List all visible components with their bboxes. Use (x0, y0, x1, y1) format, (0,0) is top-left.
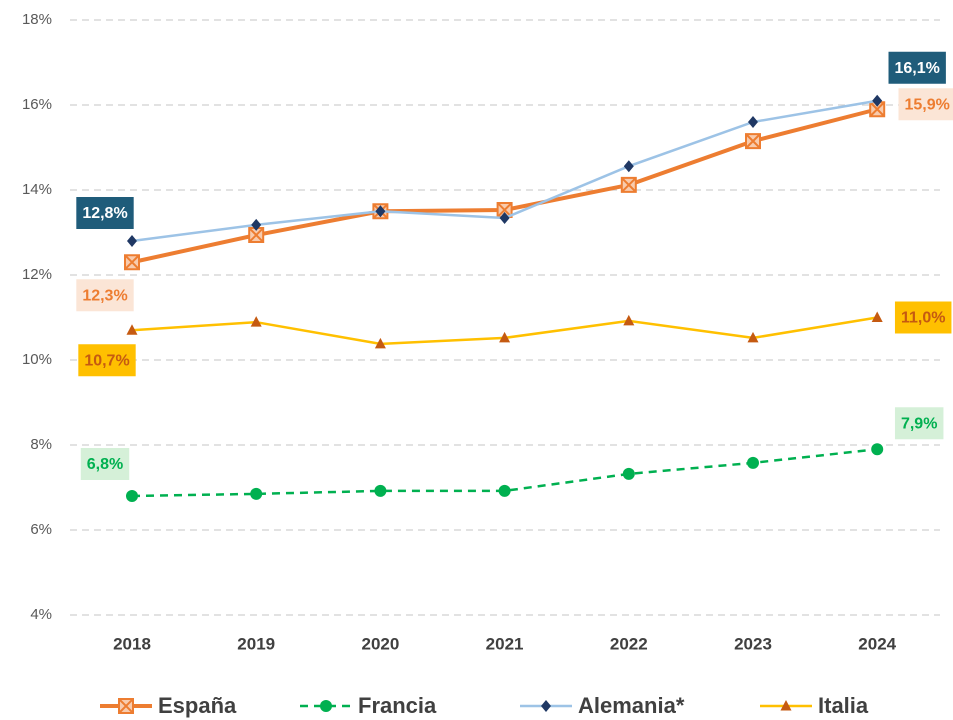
x-tick-label: 2024 (858, 634, 896, 653)
marker (499, 331, 511, 343)
legend-label: Italia (818, 693, 869, 718)
x-tick-label: 2020 (361, 634, 399, 653)
value-label-box (894, 407, 944, 440)
series-line (131, 107, 878, 265)
marker (374, 337, 386, 349)
marker (623, 160, 634, 173)
legend-label: España (158, 693, 237, 718)
marker (498, 484, 511, 497)
marker (871, 443, 884, 456)
x-tick-label: 2018 (113, 634, 151, 653)
marker (747, 456, 759, 469)
marker (250, 487, 263, 500)
legend-marker (320, 700, 332, 712)
x-tick-label: 2021 (486, 634, 524, 653)
marker (248, 227, 265, 244)
value-label-box (898, 88, 953, 121)
x-tick-label: 2019 (237, 634, 275, 653)
marker (745, 133, 761, 150)
y-tick-label: 10% (22, 351, 52, 368)
value-label: 10,7% (84, 352, 129, 369)
y-tick-label: 18% (22, 11, 52, 28)
y-tick-label: 16% (22, 96, 52, 113)
value-label: 6,8% (87, 456, 123, 473)
legend-label: Alemania* (578, 693, 685, 718)
y-tick-label: 14% (22, 181, 52, 198)
marker (251, 218, 262, 231)
value-label-box (78, 344, 136, 377)
marker (374, 484, 387, 497)
x-tick-label: 2022 (610, 634, 648, 653)
value-label: 12,3% (82, 287, 127, 304)
marker (250, 316, 262, 327)
legend-label: Francia (358, 693, 437, 718)
value-label: 15,9% (905, 96, 950, 113)
marker (126, 490, 138, 502)
value-label-box (894, 301, 952, 334)
value-label-box (80, 448, 130, 480)
marker (623, 314, 635, 326)
marker (126, 324, 138, 335)
value-label: 16,1% (895, 60, 940, 77)
marker (499, 212, 510, 225)
marker (496, 201, 513, 218)
value-label: 12,8% (82, 205, 127, 222)
marker (127, 235, 137, 247)
value-label: 7,9% (901, 415, 937, 432)
legend-marker (118, 698, 134, 714)
x-tick-label: 2023 (734, 634, 772, 653)
legend-marker (780, 700, 792, 711)
y-tick-label: 4% (30, 606, 52, 623)
value-label-box (76, 197, 134, 229)
value-label-box (76, 279, 134, 312)
marker (622, 467, 635, 480)
marker (748, 116, 758, 128)
marker (872, 94, 883, 107)
marker (375, 205, 386, 218)
value-label: 11,0% (901, 310, 945, 327)
marker (747, 331, 759, 343)
marker (871, 311, 883, 322)
marker (124, 254, 140, 271)
value-label-box (888, 51, 946, 84)
marker (620, 176, 637, 193)
legend-marker (541, 700, 551, 712)
y-tick-label: 12% (22, 266, 52, 283)
marker (869, 101, 886, 118)
y-tick-label: 8% (30, 436, 52, 453)
y-tick-label: 6% (30, 521, 52, 538)
